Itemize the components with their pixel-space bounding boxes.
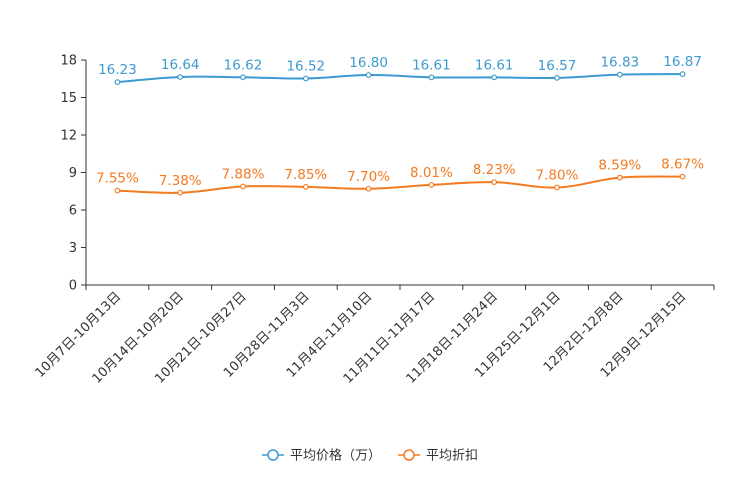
data-point[interactable] [240,74,246,81]
y-tick-label: 9 [69,166,77,181]
data-point[interactable] [114,187,121,194]
data-label: 7.80% [536,168,579,184]
data-point[interactable] [365,72,372,78]
data-label: 7.55% [96,171,139,187]
data-point[interactable] [365,185,372,192]
data-point[interactable] [616,174,623,181]
data-label: 8.01% [410,165,453,181]
data-point[interactable] [114,79,121,86]
data-point[interactable] [428,181,435,188]
data-point[interactable] [240,183,246,190]
data-point[interactable] [428,74,435,81]
data-label: 16.83 [600,55,639,71]
data-label: 16.23 [98,62,137,78]
y-tick-label: 3 [69,241,77,256]
data-point[interactable] [679,71,686,78]
data-label: 8.23% [473,162,516,178]
y-tick-label: 15 [60,91,77,106]
data-label: 16.52 [286,59,325,75]
data-point[interactable] [302,183,309,190]
data-label: 16.80 [349,55,388,71]
data-label: 7.38% [159,173,202,189]
data-label: 7.88% [222,167,265,183]
data-point[interactable] [177,74,184,80]
data-label: 16.61 [475,57,514,73]
data-label: 16.62 [224,57,263,73]
data-point[interactable] [177,189,184,196]
data-point[interactable] [302,75,309,82]
data-label: 16.64 [161,57,200,73]
data-label: 7.70% [347,169,390,185]
data-point[interactable] [554,74,560,81]
data-point[interactable] [491,74,498,81]
data-point[interactable] [491,179,498,186]
y-tick-label: 0 [69,279,77,294]
series-2: 7.55% 7.38% 7.88% 7.85% 7.70% 8.01% 8.23% 7.80%… [96,157,704,196]
data-point[interactable] [679,173,686,180]
axes: 036912151810月7日-10月13日10月14日-10月20日10月21… [33,54,715,387]
data-label: 16.57 [538,58,577,74]
series-layer: 16.23 16.64 16.62 16.52 16.80 16.61 16.61 16.57… [96,54,704,196]
y-tick-label: 12 [60,129,77,144]
legend-marker-icon [267,449,279,461]
legend-label: 平均价格（万） [290,448,381,464]
legend-marker-icon [403,449,415,461]
data-label: 8.67% [661,157,704,173]
legend[interactable]: 平均价格（万） 平均折扣 [262,448,478,464]
y-tick-label: 6 [69,204,77,219]
data-label: 16.61 [412,57,451,73]
data-point[interactable] [616,71,623,78]
series-line [117,175,683,194]
series-1: 16.23 16.64 16.62 16.52 16.80 16.61 16.61 16.57… [98,54,702,86]
legend-item-1[interactable]: 平均价格（万） [262,448,381,464]
legend-item-2[interactable]: 平均折扣 [398,449,478,464]
legend-label: 平均折扣 [426,449,478,464]
data-label: 7.85% [284,167,327,183]
y-tick-label: 18 [60,54,77,69]
data-point[interactable] [554,184,560,191]
series-line [117,73,683,84]
data-label: 8.59% [598,158,641,174]
data-label: 16.87 [663,54,702,70]
